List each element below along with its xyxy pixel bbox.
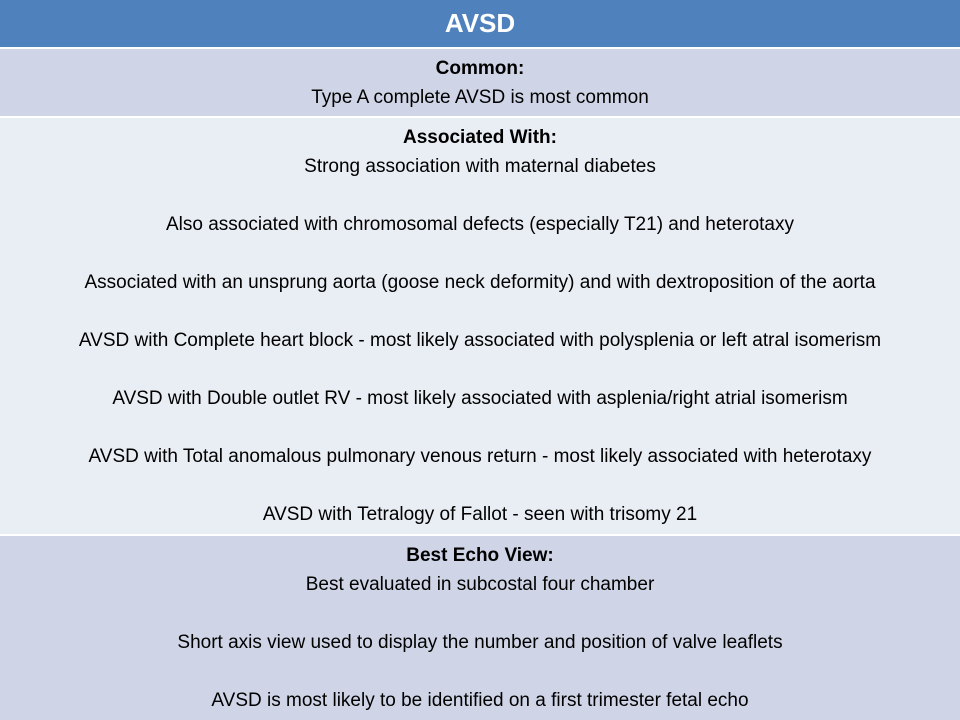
section-line: AVSD with Total anomalous pulmonary veno… <box>88 446 872 467</box>
section-line: Strong association with maternal diabete… <box>304 156 656 177</box>
section-heading: Associated With: <box>403 127 557 148</box>
section-line: Associated with an unsprung aorta (goose… <box>84 272 876 293</box>
section-associated-with: Associated With: Strong association with… <box>0 118 960 534</box>
section-line: AVSD is most likely to be identified on … <box>211 690 749 711</box>
section-line: AVSD with Complete heart block - most li… <box>78 330 882 351</box>
slide-title: AVSD <box>0 0 960 47</box>
section-line: Short axis view used to display the numb… <box>177 632 783 653</box>
section-best-echo-view: Best Echo View: Best evaluated in subcos… <box>0 536 960 720</box>
section-line: Best evaluated in subcostal four chamber <box>305 574 655 595</box>
section-common: Common: Type A complete AVSD is most com… <box>0 49 960 116</box>
section-heading: Common: <box>435 58 525 79</box>
section-line: AVSD with Double outlet RV - most likely… <box>112 388 848 409</box>
section-line: Type A complete AVSD is most common <box>311 87 649 108</box>
section-line: AVSD with Tetralogy of Fallot - seen wit… <box>262 504 698 525</box>
divider <box>0 47 960 49</box>
section-heading: Best Echo View: <box>406 545 554 566</box>
divider <box>0 534 960 536</box>
section-line: Also associated with chromosomal defects… <box>165 214 794 235</box>
divider <box>0 116 960 118</box>
